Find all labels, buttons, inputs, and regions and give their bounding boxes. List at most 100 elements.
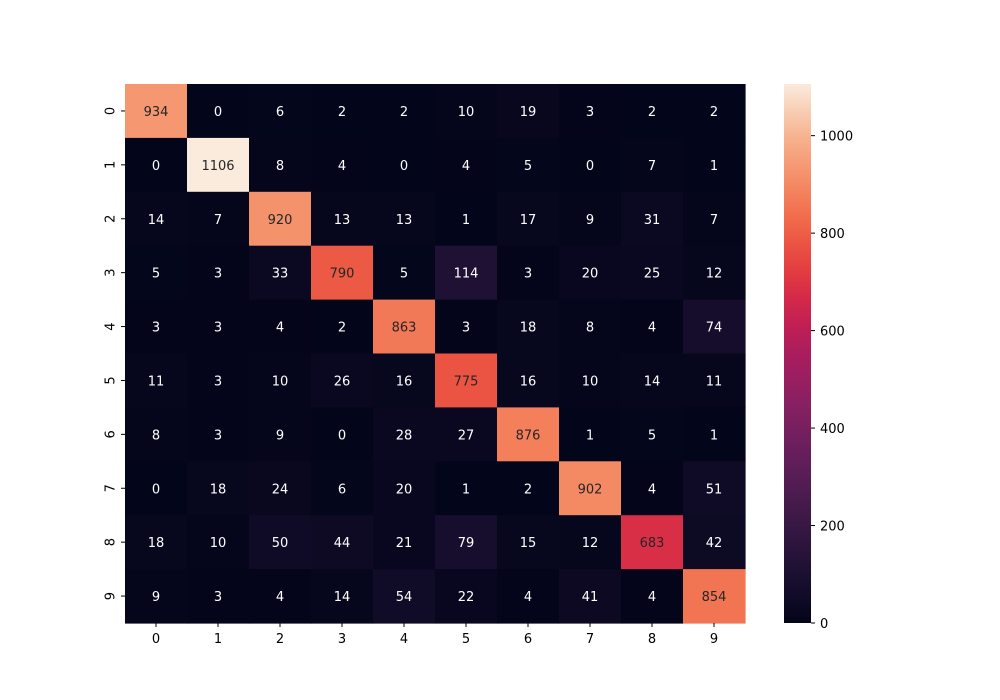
cell-value-label: 20 — [396, 482, 413, 497]
heatmap-cell — [373, 191, 436, 247]
heatmap-cell — [187, 84, 250, 139]
y-tick-label: 5 — [104, 376, 119, 384]
cell-value-label: 10 — [582, 374, 599, 389]
x-tick-label: 5 — [462, 632, 470, 647]
cell-value-label: 54 — [396, 590, 413, 605]
heatmap-cell — [125, 299, 188, 355]
cell-value-label: 4 — [276, 590, 284, 605]
colorbar-tick-label: 800 — [820, 227, 845, 242]
heatmap-cell — [373, 461, 436, 516]
heatmap-cell — [249, 407, 312, 462]
cell-value-label: 19 — [520, 105, 537, 120]
cell-value-label: 3 — [214, 321, 222, 336]
heatmap-cell — [621, 84, 684, 139]
heatmap-cell — [311, 515, 374, 570]
cell-value-label: 7 — [710, 213, 718, 228]
x-tick-label: 6 — [524, 632, 532, 647]
heatmap-cell — [435, 137, 498, 193]
heatmap-cell — [311, 407, 374, 462]
heatmap-cell — [125, 461, 188, 516]
x-tick-label: 8 — [648, 632, 656, 647]
cell-value-label: 1 — [462, 482, 470, 497]
heatmap-cell — [311, 569, 374, 624]
x-tick-label: 2 — [276, 632, 284, 647]
heatmap-cell — [311, 84, 374, 139]
cell-value-label: 5 — [400, 267, 408, 282]
heatmap-cell — [621, 461, 684, 516]
heatmap-cell — [683, 461, 746, 516]
cell-value-label: 12 — [706, 267, 723, 282]
cell-value-label: 2 — [400, 105, 408, 120]
cell-value-label: 2 — [710, 105, 718, 120]
cell-value-label: 3 — [462, 321, 470, 336]
y-tick-label: 2 — [104, 215, 119, 223]
cell-value-label: 854 — [702, 590, 727, 605]
heatmap-cell — [311, 299, 374, 355]
heatmap-cells — [125, 84, 746, 624]
heatmap-cell — [187, 191, 250, 247]
heatmap-cell — [435, 569, 498, 624]
cell-value-label: 8 — [586, 321, 594, 336]
cell-value-label: 9 — [586, 213, 594, 228]
heatmap-cell — [435, 84, 498, 139]
heatmap-cell — [559, 353, 622, 408]
heatmap-cell — [187, 299, 250, 355]
cell-value-label: 3 — [214, 374, 222, 389]
cell-value-label: 920 — [268, 213, 293, 228]
cell-value-label: 10 — [458, 105, 475, 120]
cell-labels: 934 0 6 2 2 10 19 3 2 20 1106 8 4 0 4 5 0 7 114 7 920 13 13 1 17… — [144, 105, 727, 605]
heatmap-cell — [497, 407, 560, 462]
x-tick-label: 9 — [710, 632, 718, 647]
cell-value-label: 4 — [648, 590, 656, 605]
cell-value-label: 14 — [644, 374, 661, 389]
heatmap-cell — [125, 84, 188, 139]
cell-value-label: 10 — [272, 374, 289, 389]
cell-value-label: 775 — [454, 374, 479, 389]
heatmap-cell — [559, 191, 622, 247]
y-tick-label: 9 — [104, 592, 119, 600]
cell-value-label: 2 — [524, 482, 532, 497]
cell-value-label: 1106 — [201, 159, 234, 174]
heatmap-cell — [373, 137, 436, 193]
cell-value-label: 44 — [334, 536, 351, 551]
cell-value-label: 9 — [152, 590, 160, 605]
heatmap-cell — [621, 299, 684, 355]
heatmap-cell — [435, 407, 498, 462]
heatmap-cell — [559, 84, 622, 139]
cell-value-label: 2 — [338, 321, 346, 336]
heatmap-cell — [621, 407, 684, 462]
heatmap-cell — [497, 299, 560, 355]
heatmap-cell — [559, 407, 622, 462]
cell-value-label: 863 — [392, 321, 417, 336]
heatmap-cell — [435, 299, 498, 355]
cell-value-label: 1 — [710, 159, 718, 174]
cell-value-label: 7 — [648, 159, 656, 174]
heatmap-cell — [125, 407, 188, 462]
colorbar-tick-label: 0 — [820, 617, 828, 632]
y-tick-label: 6 — [104, 430, 119, 438]
cell-value-label: 4 — [648, 321, 656, 336]
heatmap-cell — [559, 515, 622, 570]
heatmap-cell — [249, 515, 312, 570]
cell-value-label: 4 — [648, 482, 656, 497]
y-axis: 0 1 2 3 4 5 6 7 8 9 — [104, 107, 125, 600]
cell-value-label: 2 — [338, 105, 346, 120]
cell-value-label: 934 — [144, 105, 169, 120]
heatmap-cell — [125, 569, 188, 624]
heatmap-cell — [187, 137, 250, 193]
heatmap-cell — [125, 191, 188, 247]
heatmap-cell — [497, 84, 560, 139]
y-tick-label: 4 — [104, 322, 119, 330]
heatmap-cell — [683, 84, 746, 139]
heatmap-cell — [249, 191, 312, 247]
cell-value-label: 902 — [578, 482, 603, 497]
heatmap-cell — [249, 245, 312, 301]
heatmap-cell — [311, 191, 374, 247]
heatmap-cell — [311, 353, 374, 408]
heatmap-cell — [125, 515, 188, 570]
heatmap-cell — [683, 245, 746, 301]
heatmap-cell — [373, 353, 436, 408]
x-tick-label: 0 — [152, 632, 160, 647]
cell-value-label: 41 — [582, 590, 599, 605]
heatmap-cell — [621, 245, 684, 301]
